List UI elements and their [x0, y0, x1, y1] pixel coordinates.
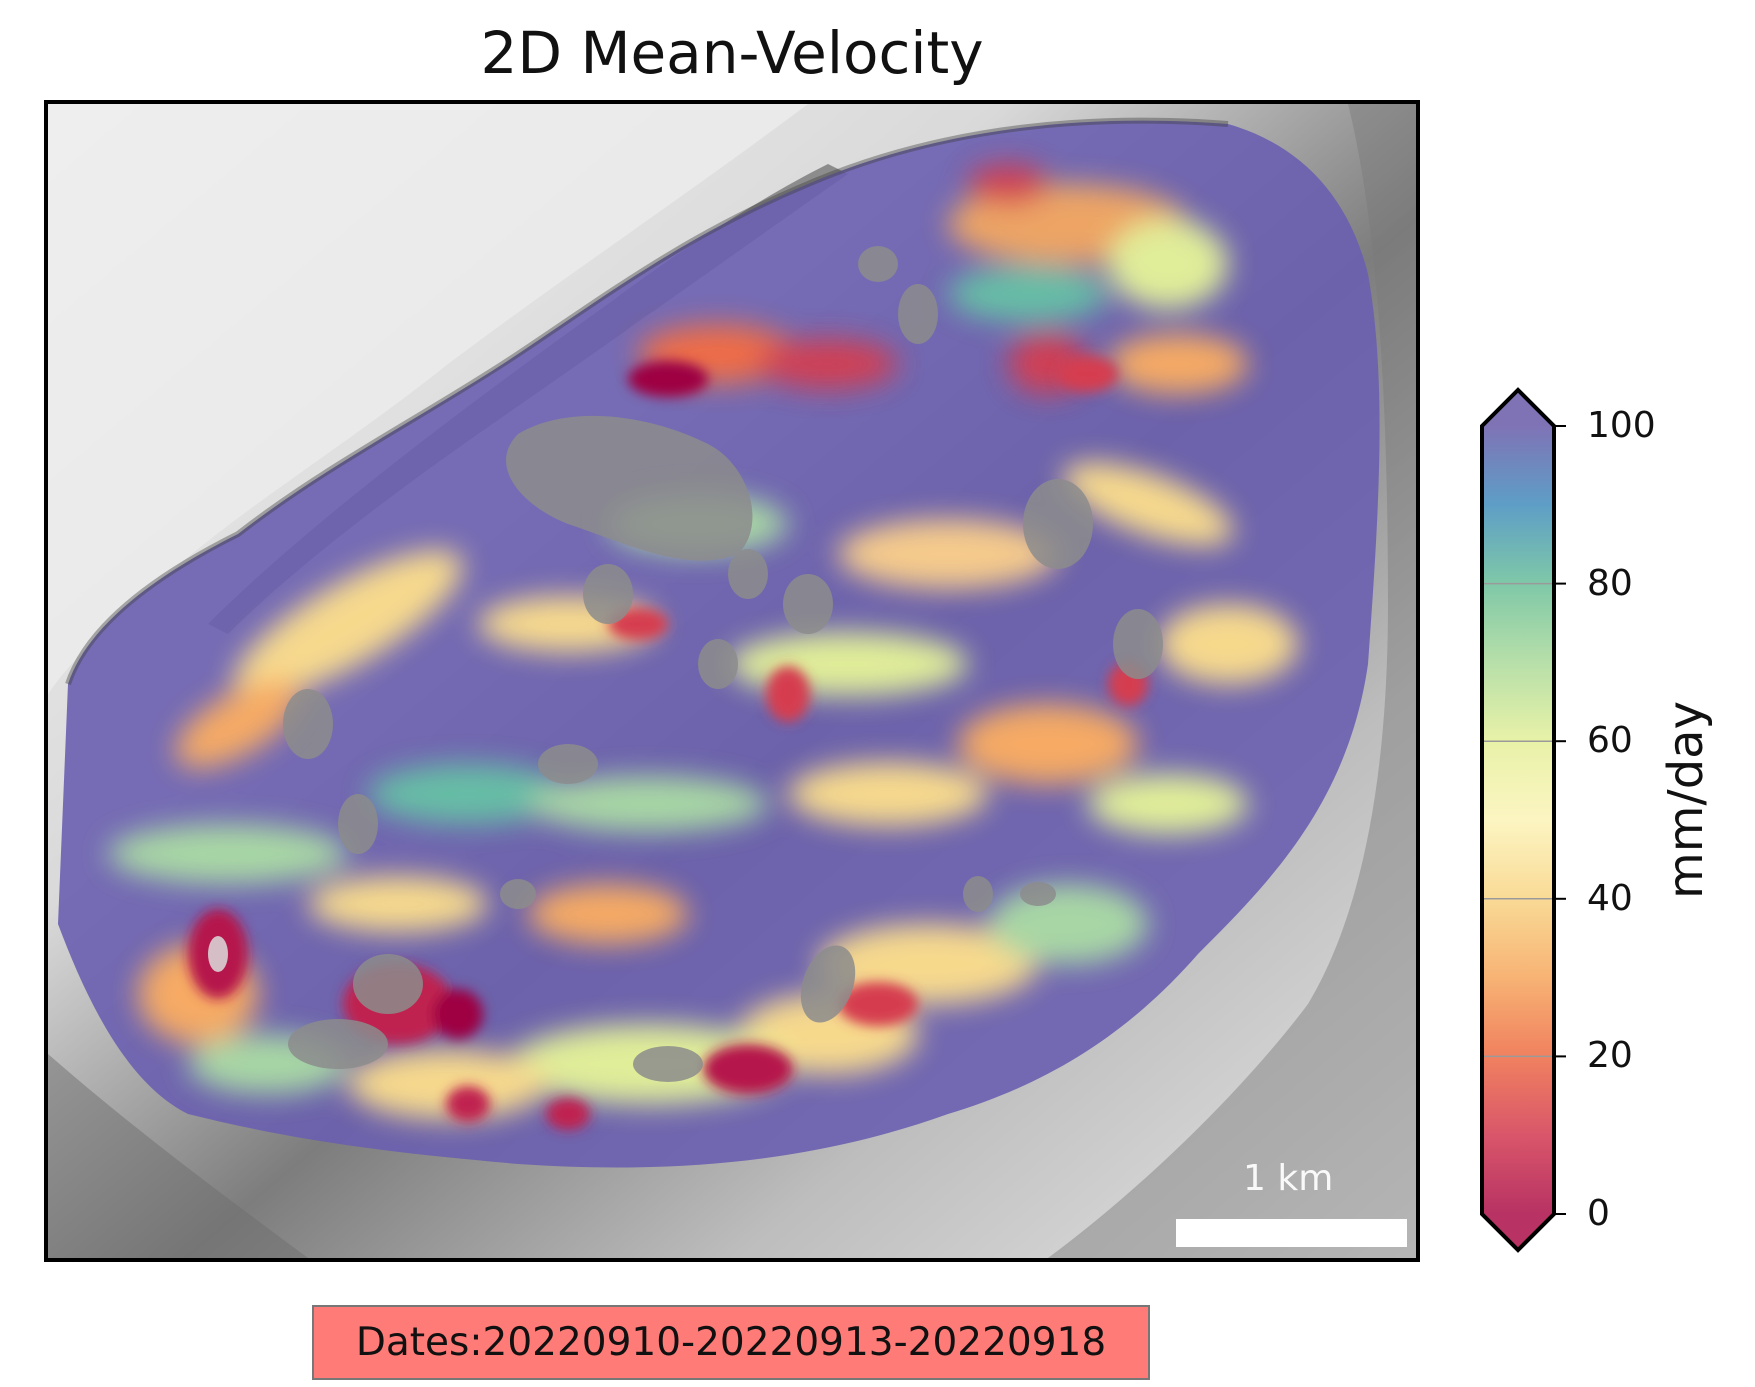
colorbar — [1480, 387, 1566, 1253]
right-slope-shadow — [1048, 104, 1416, 1258]
figure-title: 2D Mean-Velocity — [480, 19, 984, 87]
colorbar-extend-top — [1482, 390, 1554, 426]
colorbar-outline — [1480, 387, 1556, 1253]
lower-left-shadow — [48, 1054, 308, 1258]
dates-annotation: Dates:20220910-20220913-20220918 — [312, 1305, 1150, 1380]
colorbar-tick-60: 60 — [1587, 720, 1633, 761]
masked-patches — [208, 246, 1163, 1082]
upper-left-terrain — [48, 104, 808, 694]
colorbar-gradient — [1482, 426, 1554, 1214]
map-canvas — [48, 104, 1416, 1258]
colorbar-tick-40: 40 — [1587, 878, 1633, 919]
colorbar-tick-0: 0 — [1587, 1193, 1610, 1234]
velocity-blobs — [108, 164, 1298, 1119]
scale-bar-label: 1 km — [1243, 1158, 1334, 1199]
colorbar-gridlines — [1482, 582, 1554, 1058]
colorbar-tick-20: 20 — [1587, 1035, 1633, 1076]
colorbar-tick-80: 80 — [1587, 563, 1633, 604]
colorbar-tick-100: 100 — [1587, 405, 1656, 446]
scale-bar — [1176, 1219, 1407, 1247]
headscarp-edge — [65, 117, 1229, 685]
velocity-map — [44, 100, 1420, 1262]
colorbar-label: mm/day — [1658, 701, 1714, 899]
colorbar-extend-bottom — [1482, 1214, 1554, 1250]
